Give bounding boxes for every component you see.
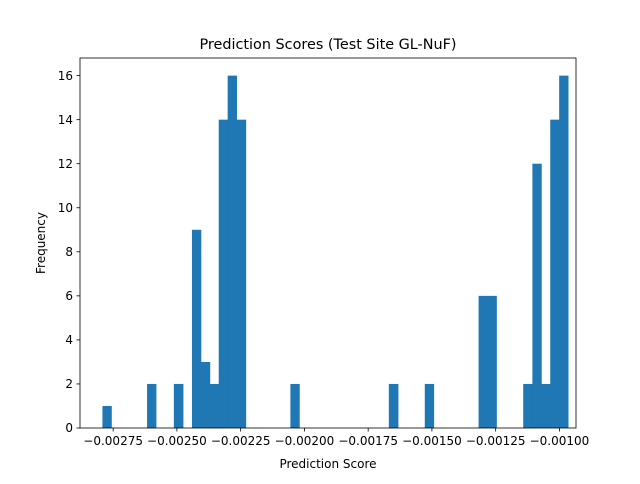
bars-group bbox=[102, 75, 569, 429]
x-tick-label: −0.00125 bbox=[466, 434, 526, 448]
y-axis-label: Frequency bbox=[34, 212, 48, 274]
y-tick-label: 12 bbox=[58, 157, 73, 171]
y-axis-ticks: 0 2 4 6 8 10 12 14 16 bbox=[58, 69, 80, 435]
x-axis-ticks: −0.00275 −0.00250 −0.00225 −0.00200 −0.00175… bbox=[83, 428, 589, 448]
histogram-bar bbox=[200, 361, 211, 428]
y-tick-label: 6 bbox=[65, 289, 73, 303]
x-tick-label: −0.00200 bbox=[275, 434, 335, 448]
x-tick-label: −0.00175 bbox=[338, 434, 398, 448]
histogram-bar bbox=[227, 75, 237, 429]
histogram-bar bbox=[550, 119, 560, 429]
histogram-bar bbox=[290, 383, 300, 428]
histogram-bar bbox=[173, 383, 184, 428]
chart-title: Prediction Scores (Test Site GL-NuF) bbox=[199, 37, 456, 53]
x-tick-label: −0.00250 bbox=[147, 434, 207, 448]
y-tick-label: 8 bbox=[65, 245, 73, 259]
histogram-bar bbox=[541, 383, 551, 428]
histogram-bar bbox=[532, 163, 542, 428]
x-axis-label: Prediction Score bbox=[279, 457, 376, 471]
x-tick-label: −0.00275 bbox=[83, 434, 143, 448]
histogram-bar bbox=[388, 383, 399, 428]
histogram-bar bbox=[218, 119, 229, 429]
x-tick-label: −0.00100 bbox=[530, 434, 590, 448]
y-tick-label: 16 bbox=[58, 69, 73, 83]
histogram-bar bbox=[209, 383, 220, 428]
histogram-bar bbox=[559, 75, 569, 429]
y-tick-label: 0 bbox=[65, 421, 73, 435]
histogram-bar bbox=[424, 383, 435, 428]
y-tick-label: 14 bbox=[58, 113, 73, 127]
histogram-bar bbox=[191, 229, 202, 428]
x-tick-label: −0.00150 bbox=[402, 434, 462, 448]
x-tick-label: −0.00225 bbox=[211, 434, 271, 448]
histogram-bar bbox=[147, 383, 157, 428]
histogram-bar bbox=[478, 295, 488, 428]
plot-frame bbox=[79, 57, 577, 429]
y-tick-label: 4 bbox=[65, 333, 73, 347]
y-tick-label: 10 bbox=[58, 201, 73, 215]
y-tick-label: 2 bbox=[65, 377, 73, 391]
histogram-bar bbox=[487, 295, 497, 428]
histogram-bar bbox=[102, 405, 112, 428]
histogram-bar bbox=[236, 119, 247, 429]
histogram-bar bbox=[523, 383, 533, 428]
